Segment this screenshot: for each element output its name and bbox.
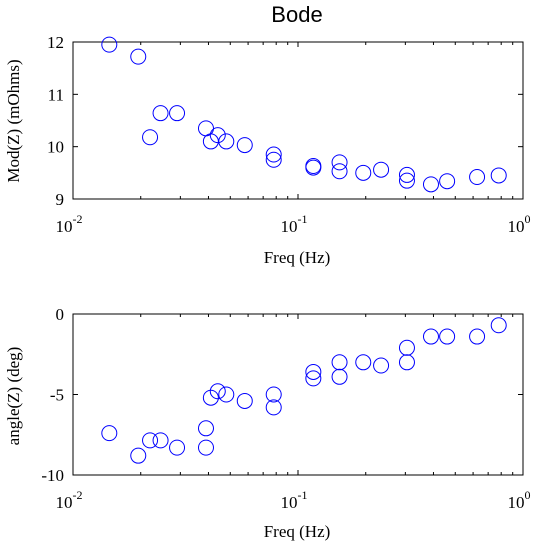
phase-panel: 10-2 10-1 100-10-50 Freq (Hz) angle(Z) (de… [4, 305, 531, 541]
phase-data-point [331, 354, 348, 371]
phase-data-point [152, 432, 169, 449]
magnitude-data-point [398, 166, 415, 183]
magnitude-data-point [152, 105, 169, 122]
phase-data-point [439, 328, 456, 345]
phase-xtick-base: 10 [508, 493, 525, 512]
magnitude-data-point [236, 137, 253, 154]
magnitude-ytick-label: 10 [47, 138, 64, 157]
magnitude-ytick-label: 11 [48, 85, 64, 104]
magnitude-ytick-label: 12 [47, 33, 64, 52]
chart-title: Bode [271, 2, 322, 27]
phase-ytick-label: -10 [41, 466, 64, 485]
magnitude-data-point [373, 161, 390, 178]
magnitude-xlabel: Freq (Hz) [264, 248, 331, 267]
magnitude-data-point [469, 169, 486, 186]
phase-data-point [197, 439, 214, 456]
phase-xtick-label: 10-1 [281, 488, 308, 512]
magnitude-data-point [331, 163, 348, 180]
magnitude-xtick-label: 10-1 [281, 212, 308, 236]
phase-xtick-base: 10 [56, 493, 73, 512]
phase-ytick-label: 0 [56, 305, 65, 324]
phase-data-point [490, 317, 507, 334]
phase-data-point [398, 354, 415, 371]
magnitude-data-point [439, 173, 456, 190]
phase-data-point [331, 368, 348, 385]
phase-data-point [305, 370, 322, 387]
phase-points [101, 317, 507, 464]
phase-data-point [236, 392, 253, 409]
magnitude-axes-frame [72, 41, 524, 200]
phase-xtick-exponent: -1 [298, 488, 308, 502]
phase-xtick-base: 10 [281, 493, 298, 512]
magnitude-data-point [202, 133, 219, 150]
phase-xtick-exponent: 0 [525, 488, 531, 502]
phase-data-point [209, 383, 226, 400]
phase-data-point [398, 339, 415, 356]
phase-xtick-exponent: -2 [73, 488, 83, 502]
magnitude-data-point [169, 105, 186, 122]
phase-data-point [202, 389, 219, 406]
phase-xlabel: Freq (Hz) [264, 522, 331, 541]
magnitude-ytick-label: 9 [56, 190, 65, 209]
magnitude-xtick-base: 10 [281, 217, 298, 236]
phase-data-point [197, 420, 214, 437]
magnitude-xtick-exponent: -1 [298, 212, 308, 226]
magnitude-data-point [490, 167, 507, 184]
magnitude-data-point [305, 158, 322, 175]
magnitude-data-point [209, 127, 226, 144]
phase-data-point [422, 328, 439, 345]
magnitude-data-point [101, 36, 118, 53]
magnitude-points [101, 36, 507, 193]
phase-data-point [218, 386, 235, 403]
phase-xtick-label: 10-2 [56, 488, 83, 512]
magnitude-ylabel: Mod(Z) (mOhms) [4, 59, 23, 182]
magnitude-data-point [305, 159, 322, 176]
phase-data-point [265, 399, 282, 416]
magnitude-data-point [422, 176, 439, 193]
magnitude-data-point [130, 48, 147, 65]
magnitude-xtick-base: 10 [508, 217, 525, 236]
phase-data-point [355, 354, 372, 371]
magnitude-data-point [265, 151, 282, 168]
magnitude-xtick-exponent: 0 [525, 212, 531, 226]
magnitude-xtick-label: 10-2 [56, 212, 83, 236]
phase-ytick-label: -5 [50, 386, 64, 405]
magnitude-data-point [355, 164, 372, 181]
phase-data-point [101, 425, 118, 442]
phase-data-point [130, 447, 147, 464]
phase-ylabel: angle(Z) (deg) [4, 347, 23, 446]
phase-xtick-label: 100 [508, 488, 531, 512]
magnitude-data-point [331, 154, 348, 171]
magnitude-data-point [218, 133, 235, 150]
phase-ticks: 10-2 10-1 100-10-50 [41, 305, 530, 512]
phase-data-point [469, 328, 486, 345]
phase-data-point [265, 386, 282, 403]
phase-data-point [305, 363, 322, 380]
magnitude-data-point [142, 129, 159, 146]
magnitude-data-point [398, 172, 415, 189]
phase-axes-frame [72, 313, 524, 476]
magnitude-xtick-base: 10 [56, 217, 73, 236]
magnitude-xtick-label: 100 [508, 212, 531, 236]
phase-data-point [373, 357, 390, 374]
magnitude-xtick-exponent: -2 [73, 212, 83, 226]
phase-data-point [169, 439, 186, 456]
magnitude-data-point [265, 146, 282, 163]
phase-data-point [142, 432, 159, 449]
